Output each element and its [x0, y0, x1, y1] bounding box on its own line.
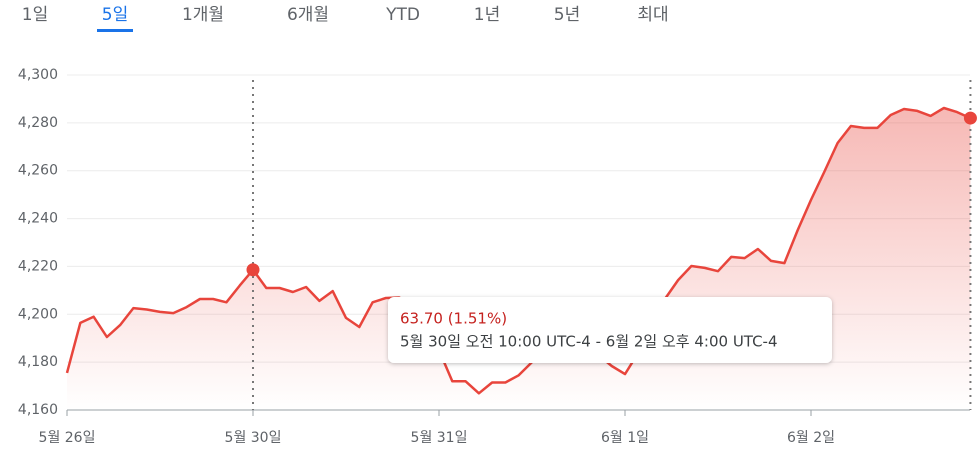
y-tick-label: 4,220	[18, 258, 58, 274]
x-tick-label: 5월 26일	[39, 430, 96, 446]
range-tabs: 1일 5일 1개월 6개월 YTD 1년 5년 최대	[22, 5, 669, 32]
selection-point	[963, 111, 977, 125]
x-tick-label: 6월 1일	[601, 430, 649, 446]
x-tick-label: 5월 30일	[225, 430, 282, 446]
tooltip-box	[388, 297, 832, 363]
y-tick-label: 4,180	[18, 354, 58, 370]
tooltip-range: 5월 30일 오전 10:00 UTC-4 - 6월 2일 오후 4:00 UT…	[400, 333, 778, 351]
y-tick-label: 4,280	[18, 115, 58, 131]
x-tick-label: 6월 2일	[787, 430, 835, 446]
selected-underline	[97, 29, 133, 32]
y-tick-label: 4,300	[18, 67, 58, 83]
range-tab[interactable]: 5일	[102, 5, 128, 25]
area-fill	[67, 108, 971, 410]
y-tick-label: 4,200	[18, 306, 58, 322]
range-tab[interactable]: 6개월	[287, 5, 329, 25]
price-line	[65, 106, 971, 395]
range-tab[interactable]: 최대	[637, 5, 668, 25]
range-tab[interactable]: 1개월	[182, 5, 224, 25]
selection-point	[246, 263, 260, 277]
plot-area: 4,160 4,180 4,200 4,220 4,240 4,260 4,280 4,300…	[18, 67, 977, 446]
y-tick-label: 4,260	[18, 163, 58, 179]
range-tab[interactable]: 5년	[554, 5, 580, 25]
range-tab[interactable]: 1일	[22, 5, 48, 25]
y-tick-label: 4,240	[18, 211, 58, 227]
x-tick-label: 5월 31일	[411, 430, 468, 446]
range-tab[interactable]: YTD	[385, 5, 420, 25]
tooltip: 63.70 (1.51%) 5월 30일 오전 10:00 UTC-4 - 6월…	[388, 297, 832, 363]
y-tick-label: 4,160	[18, 402, 58, 418]
range-tab[interactable]: 1년	[474, 5, 500, 25]
tooltip-change: 63.70 (1.51%)	[400, 310, 507, 328]
